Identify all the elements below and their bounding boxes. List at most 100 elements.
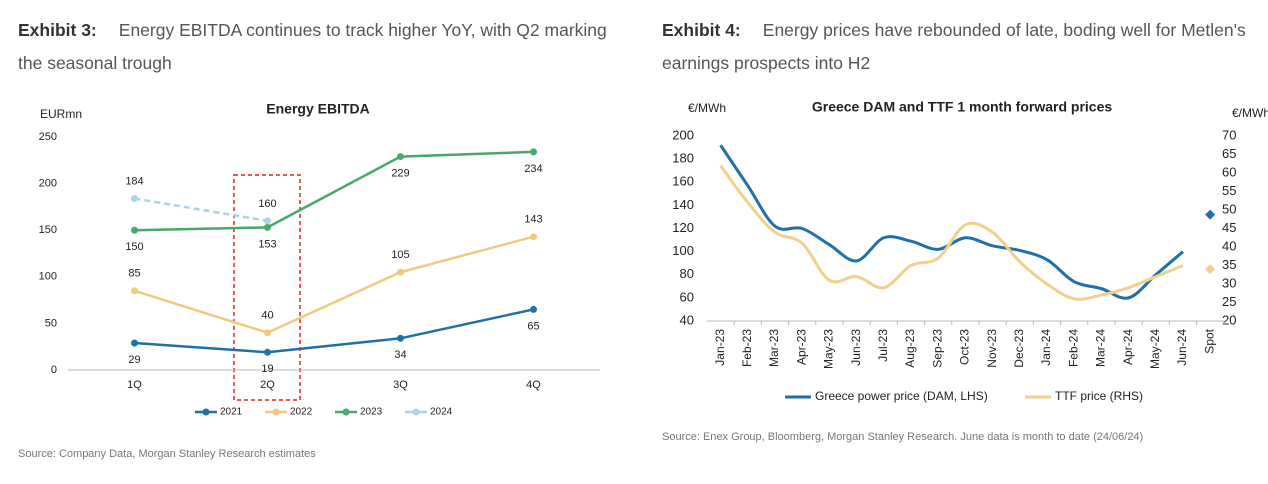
x-tick-label: 4Q <box>526 379 541 391</box>
y2-tick-label: 50 <box>1222 201 1236 216</box>
legend-label: TTF price (RHS) <box>1055 389 1143 403</box>
y2-tick-label: 70 <box>1222 127 1236 142</box>
point <box>264 217 271 225</box>
data-label: 65 <box>527 320 539 332</box>
legend-marker <box>412 408 420 416</box>
y2-tick-label: 65 <box>1222 146 1236 161</box>
legend-label: 2024 <box>430 407 453 418</box>
source-note: Source: Enex Group, Bloomberg, Morgan St… <box>662 431 1144 443</box>
y-tick-label: 50 <box>45 317 57 329</box>
x-tick-label: Mar-24 <box>1094 329 1108 367</box>
point <box>397 268 404 276</box>
y2-axis-label: €/MWh <box>1232 106 1268 120</box>
exhibit-title: Energy prices have rebounded of late, bo… <box>662 20 1246 73</box>
point <box>131 287 138 295</box>
legend-marker <box>342 408 350 416</box>
spot-marker <box>1205 264 1216 275</box>
y-tick-label: 0 <box>51 364 57 376</box>
legend-marker <box>202 408 210 416</box>
x-tick-label: Sep-23 <box>930 329 944 368</box>
spot-marker <box>1205 209 1216 220</box>
chart-title: Greece DAM and TTF 1 month forward price… <box>812 99 1112 115</box>
point <box>530 233 537 241</box>
x-tick-label: Oct-23 <box>958 329 972 365</box>
x-tick-label: Aug-23 <box>903 329 917 368</box>
data-label: 34 <box>394 349 406 361</box>
x-tick-label: Dec-23 <box>1012 329 1026 368</box>
series-line <box>719 144 1184 300</box>
exhibit-title: Energy EBITDA continues to track higher … <box>18 20 607 73</box>
series-line <box>134 150 534 232</box>
data-label: 150 <box>125 241 143 253</box>
point <box>264 329 271 337</box>
x-tick-label: Jan-23 <box>713 329 727 366</box>
x-tick-label: Jul-23 <box>876 329 890 362</box>
point <box>264 223 271 231</box>
series-line <box>134 197 268 223</box>
y-tick-label: 100 <box>39 271 57 283</box>
y-tick-label: 40 <box>680 312 694 327</box>
data-label: 229 <box>391 167 409 179</box>
exhibit-header: Exhibit 3: Energy EBITDA continues to tra… <box>18 14 618 80</box>
data-label: 105 <box>391 249 409 261</box>
y-tick-label: 200 <box>39 178 57 190</box>
y2-tick-label: 55 <box>1222 183 1236 198</box>
x-tick-label: 1Q <box>127 379 142 391</box>
legend-label: 2023 <box>360 407 383 418</box>
y-tick-label: 60 <box>680 289 694 304</box>
y2-tick-label: 25 <box>1222 294 1236 309</box>
exhibit-header: Exhibit 4: Energy prices have rebounded o… <box>662 14 1262 80</box>
x-tick-label: Nov-23 <box>985 329 999 368</box>
point <box>131 195 138 203</box>
data-label: 40 <box>261 310 273 322</box>
y-tick-label: 120 <box>672 220 694 235</box>
y-tick-label: 150 <box>39 224 57 236</box>
point <box>264 348 271 356</box>
point <box>131 339 138 347</box>
point <box>530 148 537 156</box>
legend-label: 2021 <box>220 407 243 418</box>
y2-tick-label: 35 <box>1222 257 1236 272</box>
y-tick-label: 140 <box>672 197 694 212</box>
exhibit-label: Exhibit 3: <box>18 20 97 40</box>
x-tick-label: May-24 <box>1148 329 1162 369</box>
x-tick-label: Spot <box>1202 328 1216 353</box>
data-label: 184 <box>125 175 143 187</box>
y-tick-label: 180 <box>672 151 694 166</box>
series-line <box>134 235 534 335</box>
point <box>131 226 138 234</box>
legend-marker <box>272 408 280 416</box>
source-note: Source: Company Data, Morgan Stanley Res… <box>18 448 316 460</box>
data-label: 160 <box>258 198 276 210</box>
y2-tick-label: 20 <box>1222 312 1236 327</box>
x-tick-label: Feb-23 <box>740 329 754 367</box>
x-tick-label: 2Q <box>260 379 275 391</box>
x-tick-label: Apr-23 <box>794 329 808 365</box>
exhibit-label: Exhibit 4: <box>662 20 741 40</box>
chart-title: Energy EBITDA <box>266 101 369 117</box>
data-label: 29 <box>128 354 140 366</box>
x-tick-label: Mar-23 <box>767 329 781 367</box>
x-tick-label: Jan-24 <box>1039 329 1053 366</box>
y2-tick-label: 45 <box>1222 220 1236 235</box>
point <box>530 305 537 313</box>
x-tick-label: May-23 <box>822 329 836 369</box>
point <box>397 334 404 342</box>
y-axis-label: EURmn <box>40 107 82 121</box>
data-label: 153 <box>258 238 276 250</box>
data-label: 234 <box>524 163 542 175</box>
point <box>397 153 404 161</box>
x-tick-label: Apr-24 <box>1121 329 1135 365</box>
legend-label: 2022 <box>290 407 313 418</box>
y-tick-label: 200 <box>672 127 694 142</box>
y2-tick-label: 40 <box>1222 238 1236 253</box>
legend-label: Greece power price (DAM, LHS) <box>815 389 988 403</box>
series-line <box>719 164 1184 301</box>
y-tick-label: 80 <box>680 266 694 281</box>
y2-tick-label: 30 <box>1222 275 1236 290</box>
data-label: 143 <box>524 214 542 226</box>
y2-tick-label: 60 <box>1222 164 1236 179</box>
data-label: 19 <box>261 363 273 375</box>
